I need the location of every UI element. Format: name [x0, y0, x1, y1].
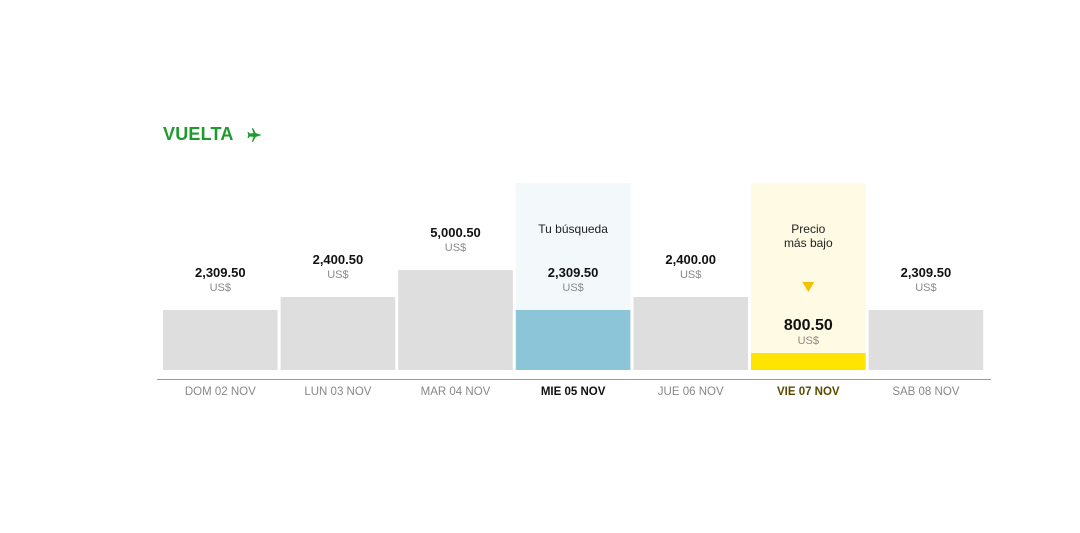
price-bar-1[interactable]	[280, 297, 396, 370]
price-label-1: 2,400.50	[313, 252, 364, 267]
currency-label-5: US$	[798, 335, 819, 347]
currency-label-4: US$	[680, 269, 701, 281]
price-bar-0[interactable]	[163, 310, 278, 370]
date-label-6: SAB 08 NOV	[892, 386, 959, 398]
date-label-1: LUN 03 NOV	[304, 386, 371, 398]
chart-header: VUELTA	[163, 124, 264, 145]
price-bar-6[interactable]	[868, 310, 984, 370]
price-label-3: 2,309.50	[548, 265, 599, 280]
selected-label: Tu búsqueda	[538, 222, 608, 236]
lowest-label-line2: más bajo	[784, 236, 833, 250]
price-bar-4[interactable]	[633, 297, 748, 370]
date-label-5: VIE 07 NOV	[777, 386, 840, 398]
date-label-4: JUE 06 NOV	[658, 386, 724, 398]
currency-label-6: US$	[915, 282, 936, 294]
price-label-6: 2,309.50	[901, 265, 952, 280]
currency-label-1: US$	[327, 269, 348, 281]
plane-icon	[247, 127, 262, 142]
lowest-label-line1: Precio	[791, 222, 825, 236]
lowest-column-bg	[751, 183, 866, 370]
return-title: VUELTA	[163, 124, 234, 144]
currency-label-0: US$	[210, 282, 231, 294]
lowest-marker-icon	[802, 282, 815, 292]
date-label-2: MAR 04 NOV	[421, 386, 491, 398]
price-bar-2[interactable]	[398, 270, 513, 370]
date-label-3: MIE 05 NOV	[541, 386, 606, 398]
price-label-4: 2,400.00	[665, 252, 716, 267]
price-bar-3[interactable]	[515, 310, 631, 370]
currency-label-3: US$	[562, 282, 583, 294]
price-label-2: 5,000.50	[430, 225, 481, 240]
price-label-0: 2,309.50	[195, 265, 246, 280]
price-bar-5[interactable]	[751, 353, 866, 370]
price-label-5: 800.50	[784, 317, 833, 334]
currency-label-2: US$	[445, 242, 466, 254]
date-label-0: DOM 02 NOV	[185, 386, 256, 398]
